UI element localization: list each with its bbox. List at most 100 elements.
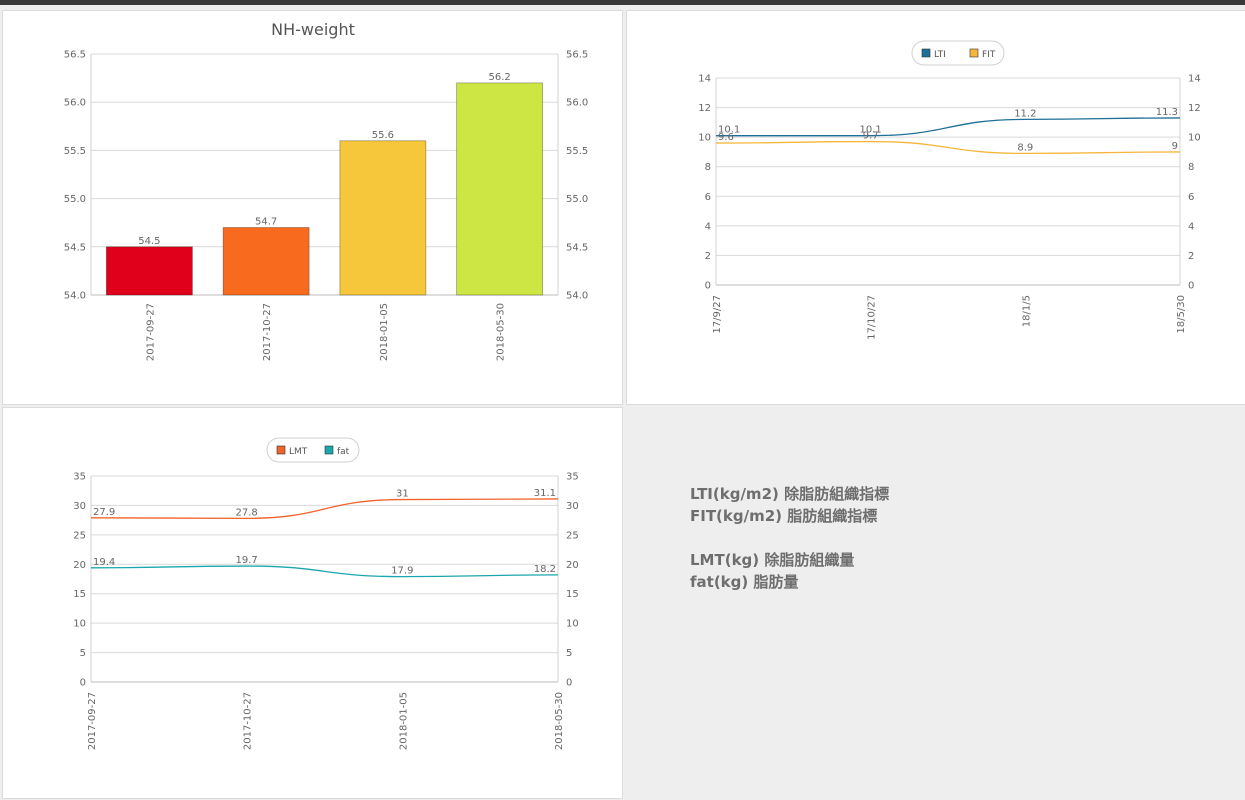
series-line <box>90 565 559 578</box>
legend-swatch <box>276 445 286 455</box>
x-tick-label: 17/10/27 <box>867 295 878 340</box>
bar <box>456 82 544 296</box>
x-tick-label: 2018-01-05 <box>379 303 390 361</box>
data-label: 31.1 <box>534 488 556 499</box>
note-lmt: LMT(kg) 除脂肪組織量 <box>690 551 855 569</box>
y-tick-label-right: 5 <box>566 648 572 659</box>
y-tick-label-right: 10 <box>566 619 579 630</box>
y-tick-label-left: 10 <box>698 133 711 144</box>
legend-swatch <box>969 48 979 58</box>
chart-title: NH-weight <box>271 20 355 39</box>
y-tick-label-left: 35 <box>73 472 86 483</box>
y-tick-label-right: 2 <box>1188 251 1194 262</box>
data-label: 18.2 <box>534 564 556 575</box>
y-tick-label-right: 56.0 <box>566 98 588 109</box>
x-tick-label: 2018-01-05 <box>398 692 409 750</box>
y-tick-label-right: 0 <box>566 678 572 689</box>
lmt-fat-chart-panel: 0 0 5 5 10 10 15 15 20 20 25 25 30 30 35 35 2017-09-27 20… <box>2 407 623 799</box>
bar <box>105 246 193 296</box>
note-lti: LTI(kg/m2) 除脂肪組織指標 <box>690 485 890 503</box>
legend-label: fat <box>337 447 350 457</box>
legend-swatch <box>324 445 334 455</box>
x-tick-label: 2018-05-30 <box>554 692 565 750</box>
bar-data-label: 54.5 <box>138 236 160 247</box>
y-tick-label-right: 54.5 <box>566 242 588 253</box>
y-tick-label-left: 55.0 <box>64 194 86 205</box>
data-label: 9 <box>1172 141 1178 152</box>
data-label: 10.1 <box>860 125 882 136</box>
note-fit: FIT(kg/m2) 脂肪組織指標 <box>690 507 878 525</box>
x-tick-label: 2017-09-27 <box>87 692 98 750</box>
y-tick-label-left: 0 <box>80 678 86 689</box>
lti-fit-line-chart: 0 0 2 2 4 4 6 6 8 8 10 10 12 12 14 14 17/9/27 17/10/27 18/… <box>698 40 1201 340</box>
series-line <box>716 117 1181 137</box>
data-label: 17.9 <box>391 566 413 577</box>
y-tick-label-left: 20 <box>73 560 86 571</box>
y-tick-label-right: 0 <box>1188 281 1194 292</box>
lti-fit-chart-panel: 0 0 2 2 4 4 6 6 8 8 10 10 12 12 14 14 17/9/27 17/10/27 18/… <box>626 10 1245 405</box>
y-tick-label-left: 2 <box>705 251 711 262</box>
bar-data-label: 54.7 <box>255 217 277 228</box>
y-tick-label-right: 56.5 <box>566 50 588 61</box>
data-label: 19.7 <box>236 555 258 566</box>
legend <box>266 437 360 463</box>
y-tick-label-right: 6 <box>1188 192 1194 203</box>
y-tick-label-left: 4 <box>705 221 711 232</box>
bar-data-label: 55.6 <box>372 130 394 141</box>
legend <box>911 40 1005 66</box>
y-tick-label-left: 8 <box>705 162 711 173</box>
y-tick-label-left: 10 <box>73 619 86 630</box>
top-bar <box>0 0 1245 5</box>
data-label: 19.4 <box>93 557 115 568</box>
x-tick-label: 2017-10-27 <box>243 692 254 750</box>
y-tick-label-left: 30 <box>73 501 86 512</box>
y-tick-label-left: 5 <box>80 648 86 659</box>
weight-chart-panel: NH-weight 54.0 54.0 54.5 54.5 55.0 55.0 55.5 55.… <box>2 10 623 405</box>
data-label: 27.9 <box>93 507 115 518</box>
y-tick-label-right: 30 <box>566 501 579 512</box>
y-tick-label-right: 15 <box>566 589 579 600</box>
y-tick-label-right: 8 <box>1188 162 1194 173</box>
y-tick-label-right: 20 <box>566 560 579 571</box>
legend-label: LTI <box>934 50 946 60</box>
data-label: 27.8 <box>236 507 258 518</box>
x-tick-label: 18/1/5 <box>1021 295 1032 327</box>
note-fat: fat(kg) 脂肪量 <box>690 573 799 591</box>
data-label: 11.3 <box>1156 107 1178 118</box>
data-label: 10.1 <box>718 125 740 136</box>
y-tick-label-left: 15 <box>73 589 86 600</box>
x-tick-label: 18/5/30 <box>1176 295 1187 334</box>
notes-panel: LTI(kg/m2) 除脂肪組織指標 FIT(kg/m2) 脂肪組織指標 LMT… <box>690 483 889 593</box>
x-tick-label: 2017-09-27 <box>145 303 156 361</box>
weight-bar-chart: NH-weight 54.0 54.0 54.5 54.5 55.0 55.0 55.5 55.… <box>64 20 589 361</box>
y-tick-label-left: 6 <box>705 192 711 203</box>
lmt-fat-line-chart: 0 0 5 5 10 10 15 15 20 20 25 25 30 30 35 35 2017-09-27 20… <box>73 437 579 750</box>
y-tick-label-right: 35 <box>566 472 579 483</box>
legend-label: LMT <box>289 447 308 457</box>
bar-data-label: 56.2 <box>488 72 510 83</box>
y-tick-label-left: 14 <box>698 74 711 85</box>
series-line <box>715 140 1181 155</box>
x-tick-label: 2018-05-30 <box>496 303 507 361</box>
bar <box>339 140 427 296</box>
x-tick-label: 17/9/27 <box>712 295 723 334</box>
x-tick-label: 2017-10-27 <box>262 303 273 361</box>
y-tick-label-right: 10 <box>1188 133 1201 144</box>
y-tick-label-left: 54.0 <box>64 291 86 302</box>
y-tick-label-right: 25 <box>566 530 579 541</box>
legend-label: FIT <box>982 50 996 60</box>
y-tick-label-left: 56.5 <box>64 50 86 61</box>
y-tick-label-right: 4 <box>1188 221 1194 232</box>
y-tick-label-left: 25 <box>73 530 86 541</box>
y-tick-label-left: 0 <box>705 281 711 292</box>
y-tick-label-right: 14 <box>1188 74 1201 85</box>
data-label: 11.2 <box>1014 108 1036 119</box>
y-tick-label-left: 54.5 <box>64 242 86 253</box>
y-tick-label-right: 55.0 <box>566 194 588 205</box>
data-label: 9.6 <box>718 132 734 143</box>
data-label: 31 <box>396 489 409 500</box>
data-label: 9.7 <box>863 131 879 142</box>
y-tick-label-right: 54.0 <box>566 291 588 302</box>
bar <box>222 227 310 296</box>
y-tick-label-left: 55.5 <box>64 146 86 157</box>
